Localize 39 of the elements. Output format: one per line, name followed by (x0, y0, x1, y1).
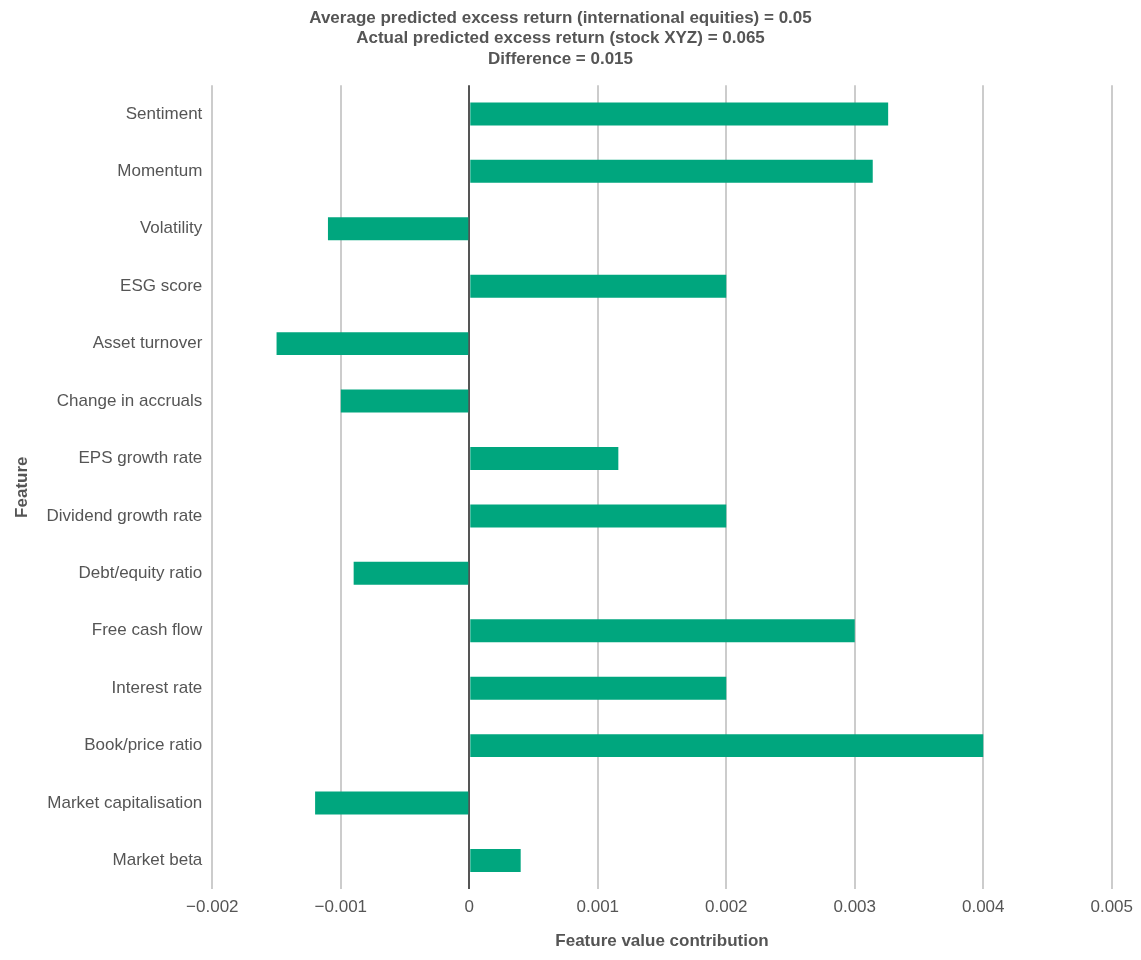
x-tick-label: 0.001 (576, 897, 620, 917)
y-tick-label: Market beta (112, 850, 203, 870)
bar (276, 332, 469, 356)
y-axis-title: Feature (11, 456, 31, 518)
y-tick-label: EPS growth rate (78, 448, 203, 468)
y-tick-label: Change in accruals (56, 390, 203, 410)
y-tick-label: Sentiment (125, 103, 203, 123)
y-tick-label: Dividend growth rate (46, 505, 203, 525)
x-tick-label: 0 (464, 897, 475, 917)
x-tick-label: 0.002 (704, 897, 748, 917)
y-tick-label: Debt/equity ratio (78, 563, 203, 583)
bar (470, 504, 727, 528)
bar (470, 676, 727, 700)
y-tick-label: ESG score (120, 275, 203, 295)
x-tick-label: −0.001 (314, 897, 368, 917)
bar (315, 791, 469, 815)
bar (470, 619, 855, 643)
x-tick-label: 0.003 (833, 897, 877, 917)
bar (327, 217, 469, 241)
y-tick-label: Market capitalisation (47, 792, 203, 812)
y-tick-label: Volatility (139, 218, 203, 238)
bar (353, 561, 469, 585)
y-tick-label: Book/price ratio (84, 735, 203, 755)
bar (470, 274, 727, 298)
y-tick-label: Asset turnover (92, 333, 203, 353)
bar (470, 849, 521, 872)
y-tick-label: Momentum (117, 161, 203, 181)
chart-title: Average predicted excess return (international equities) = 0.05 Actual predicted excess return (stock XYZ) = 0.065 Difference = 0.015 (309, 7, 812, 68)
x-tick-label: −0.002 (186, 897, 239, 917)
x-tick-label: 0.005 (1090, 897, 1133, 917)
bar (470, 734, 984, 758)
bar (470, 159, 873, 183)
bar (340, 389, 469, 413)
bar (470, 447, 619, 470)
bar (470, 102, 889, 126)
y-tick-label: Interest rate (111, 677, 203, 697)
x-axis-title: Feature value contribution (555, 931, 769, 951)
x-tick-label: 0.004 (961, 897, 1005, 917)
y-tick-label: Free cash flow (91, 620, 204, 640)
